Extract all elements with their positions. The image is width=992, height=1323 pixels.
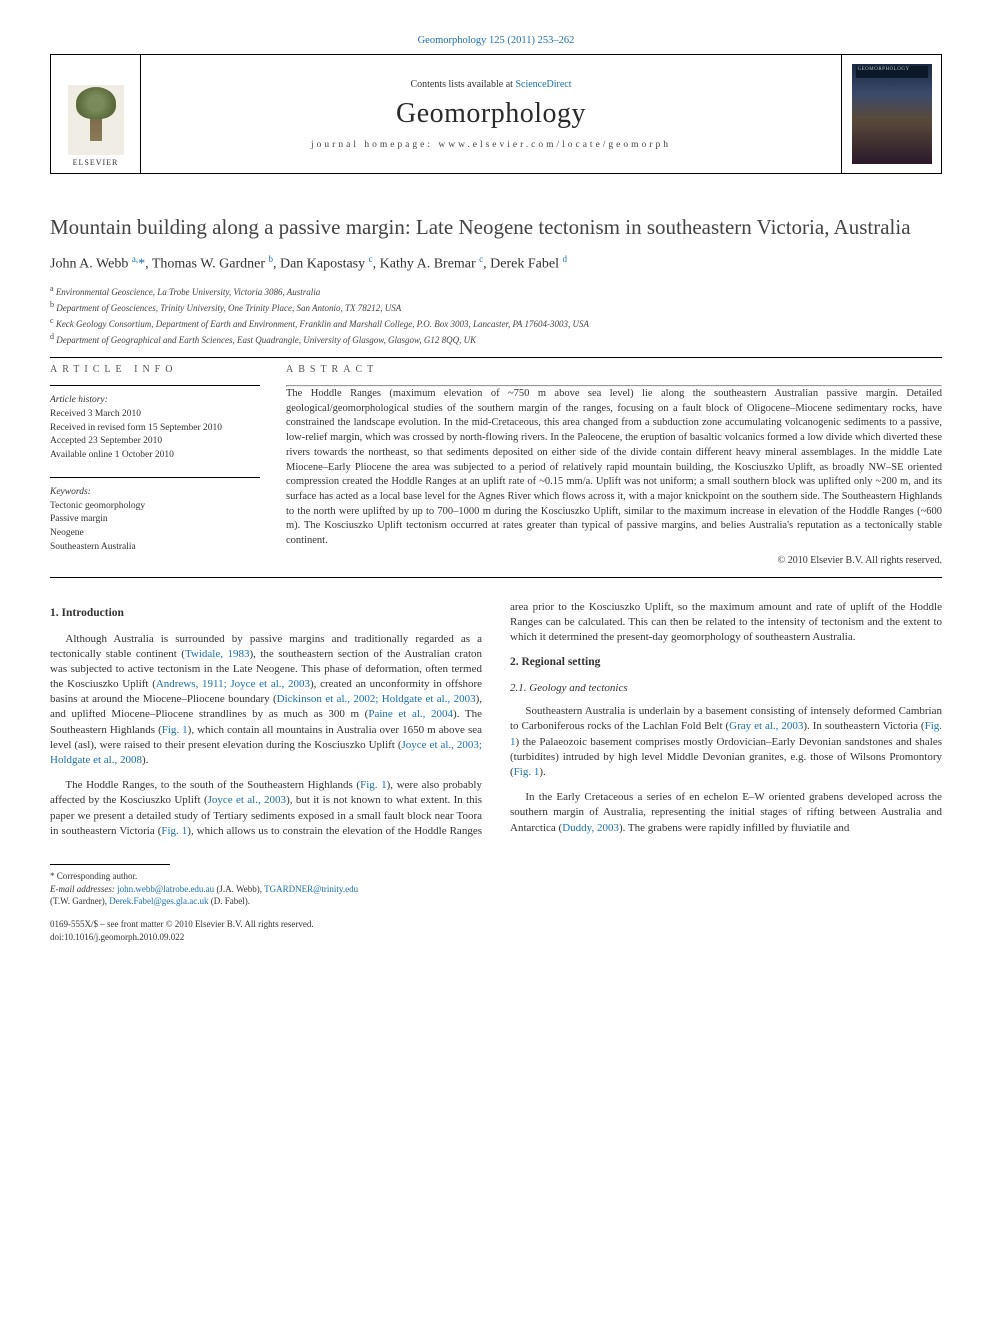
text: ). In southeastern Victoria ( [803,720,924,732]
figure-link[interactable]: Fig. 1 [162,724,188,736]
keywords-label: Keywords: [50,487,91,497]
abstract-column: ABSTRACT The Hoddle Ranges (maximum elev… [286,364,942,569]
journal-name: Geomorphology [396,98,586,130]
journal-cover-thumb: GEOMORPHOLOGY [852,64,932,164]
history-label: Article history: [50,395,108,405]
email-who: (T.W. Gardner), [50,896,109,906]
email-link[interactable]: TGARDNER@trinity.edu [264,884,358,894]
email-line: E-mail addresses: john.webb@latrobe.edu.… [50,883,470,908]
heading-introduction: 1. Introduction [50,606,482,622]
contents-line: Contents lists available at ScienceDirec… [410,79,571,90]
sciencedirect-link[interactable]: ScienceDirect [515,79,571,90]
text: The Hoddle Ranges, to the south of the S… [65,779,360,791]
history-line: Received 3 March 2010 [50,409,141,419]
corresponding-author: * Corresponding author. [50,870,470,883]
body-paragraph: In the Early Cretaceous a series of en e… [510,790,942,836]
figure-link[interactable]: Fig. 1 [360,779,387,791]
text: ). [142,754,148,766]
citation-link[interactable]: Joyce et al., 2003 [208,794,286,806]
abstract-text: The Hoddle Ranges (maximum elevation of … [286,387,942,549]
publisher-name: ELSEVIER [68,158,124,167]
keywords-block: Keywords: Tectonic geomorphology Passive… [50,486,260,555]
email-label: E-mail addresses: [50,884,117,894]
text: ) the Palaeozoic basement comprises most… [510,736,942,778]
citation-link[interactable]: Andrews, 1911; Joyce et al., 2003 [156,678,310,690]
contents-prefix: Contents lists available at [410,79,515,90]
article-title: Mountain building along a passive margin… [50,214,942,240]
keyword: Passive margin [50,514,108,524]
body-paragraph: Southeastern Australia is underlain by a… [510,704,942,780]
history-line: Available online 1 October 2010 [50,450,174,460]
citation-link[interactable]: Twidale, 1983 [185,648,250,660]
email-who: (D. Fabel). [209,896,251,906]
email-who: (J.A. Webb), [214,884,264,894]
info-rule-1 [50,385,260,386]
doi-block: 0169-555X/$ – see front matter © 2010 El… [50,918,942,943]
article-info-label: ARTICLE INFO [50,364,260,375]
citation-link[interactable]: Paine et al., 2004 [368,708,453,720]
info-rule-2 [50,477,260,478]
journal-banner: ELSEVIER Contents lists available at Sci… [50,54,942,174]
abstract-label: ABSTRACT [286,364,942,375]
keyword: Tectonic geomorphology [50,501,145,511]
footnotes: * Corresponding author. E-mail addresses… [50,870,470,908]
body-paragraph: Although Australia is surrounded by pass… [50,632,482,769]
cover-title: GEOMORPHOLOGY [858,67,910,72]
elsevier-logo: ELSEVIER [68,85,124,167]
author-list: John A. Webb a,*, Thomas W. Gardner b, D… [50,254,942,273]
rule-bottom [50,577,942,578]
figure-link[interactable]: Fig. 1 [514,766,540,778]
text: ). [539,766,545,778]
email-link[interactable]: Derek.Fabel@ges.gla.ac.uk [109,896,208,906]
abstract-copyright: © 2010 Elsevier B.V. All rights reserved… [286,555,942,566]
citation-link[interactable]: Duddy, 2003 [562,822,619,834]
article-info-column: ARTICLE INFO Article history: Received 3… [50,364,260,569]
keyword: Southeastern Australia [50,542,136,552]
front-matter-line: 0169-555X/$ – see front matter © 2010 El… [50,918,942,931]
journal-homepage: journal homepage: www.elsevier.com/locat… [311,140,671,150]
citation-link[interactable]: Gray et al., 2003 [729,720,803,732]
citation-link[interactable]: Dickinson et al., 2002; Holdgate et al.,… [277,693,476,705]
banner-center: Contents lists available at ScienceDirec… [141,55,841,173]
subheading-geology: 2.1. Geology and tectonics [510,681,942,696]
text: ). The grabens were rapidly infilled by … [619,822,849,834]
email-link[interactable]: john.webb@latrobe.edu.au [117,884,214,894]
history-line: Accepted 23 September 2010 [50,436,162,446]
history-line: Received in revised form 15 September 20… [50,423,222,433]
elsevier-tree-icon [68,85,124,155]
cover-cell: GEOMORPHOLOGY [841,55,941,173]
figure-link[interactable]: Fig. 1 [161,825,187,837]
doi-line: doi:10.1016/j.geomorph.2010.09.022 [50,931,942,944]
publisher-logo-cell: ELSEVIER [51,55,141,173]
heading-regional: 2. Regional setting [510,655,942,671]
footnote-separator [50,864,170,865]
article-history: Article history: Received 3 March 2010 R… [50,394,260,463]
citation-link[interactable]: Geomorphology 125 (2011) 253–262 [50,35,942,46]
rule-top [50,357,942,358]
keyword: Neogene [50,528,84,538]
affiliations: a Environmental Geoscience, La Trobe Uni… [50,283,942,347]
body-text: 1. Introduction Although Australia is su… [50,600,942,843]
